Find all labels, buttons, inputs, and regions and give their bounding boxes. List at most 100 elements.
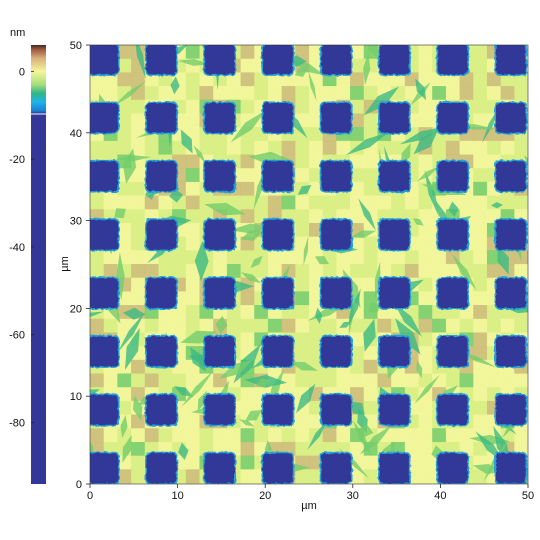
- texture-patch: [185, 86, 200, 101]
- texture-blade: [193, 145, 206, 163]
- texture-patch: [267, 250, 283, 265]
- texture-patch: [486, 72, 502, 87]
- texture-patch: [281, 428, 296, 443]
- texture-patch: [418, 318, 433, 333]
- texture-blade: [308, 71, 317, 102]
- texture-patch: [281, 86, 296, 101]
- texture-patch: [117, 373, 132, 388]
- colorbar-unit-label: nm: [10, 27, 25, 39]
- etched-square: [204, 394, 235, 425]
- texture-patch: [418, 250, 433, 265]
- texture-patch: [185, 414, 200, 429]
- texture-patch: [391, 195, 406, 210]
- texture-patch: [418, 236, 433, 251]
- texture-patch: [350, 58, 365, 73]
- texture-patch: [185, 291, 200, 306]
- texture-patch: [117, 99, 132, 114]
- etched-square: [146, 278, 177, 308]
- texture-patch: [267, 318, 283, 333]
- texture-patch: [514, 140, 528, 155]
- texture-patch: [90, 195, 105, 210]
- texture-patch: [473, 414, 488, 429]
- texture-patch: [131, 291, 146, 306]
- texture-patch: [486, 318, 502, 333]
- texture-patch: [363, 346, 378, 361]
- texture-patch: [363, 113, 378, 128]
- texture-patch: [240, 318, 255, 333]
- etched-square: [496, 161, 526, 192]
- etched-square: [263, 161, 293, 192]
- background-texture: [90, 45, 528, 484]
- y-axis: 0 10 20 30 40 50: [70, 40, 90, 491]
- texture-patch: [391, 72, 406, 87]
- texture-patch: [322, 140, 337, 155]
- texture-patch: [131, 441, 146, 457]
- etched-square: [146, 102, 177, 133]
- texture-patch: [514, 264, 528, 279]
- texture-patch: [131, 127, 146, 142]
- texture-patch: [473, 264, 488, 279]
- texture-patch: [185, 373, 200, 388]
- texture-patch: [514, 318, 528, 333]
- texture-patch: [117, 455, 132, 470]
- etched-square: [263, 453, 293, 484]
- texture-patch: [350, 86, 365, 101]
- etched-square: [146, 336, 177, 367]
- texture-patch: [404, 72, 419, 87]
- texture-patch: [213, 264, 228, 279]
- texture-patch: [103, 264, 118, 279]
- etched-square: [90, 161, 119, 192]
- texture-blade: [170, 76, 180, 95]
- texture-patch: [473, 140, 488, 155]
- x-tick-label: 10: [171, 490, 183, 502]
- texture-blade: [357, 424, 374, 438]
- texture-patch: [240, 72, 255, 87]
- texture-patch: [240, 469, 255, 484]
- texture-patch: [144, 195, 159, 210]
- texture-patch: [185, 113, 200, 128]
- texture-patch: [309, 291, 324, 306]
- texture-patch: [185, 441, 200, 457]
- texture-patch: [295, 414, 310, 429]
- etched-square: [379, 219, 410, 250]
- texture-blade: [363, 86, 400, 116]
- texture-patch: [309, 346, 324, 361]
- texture-patch: [350, 154, 365, 169]
- texture-patch: [432, 373, 447, 388]
- texture-patch: [254, 428, 269, 443]
- texture-patch: [309, 140, 324, 155]
- etched-square: [437, 278, 468, 308]
- y-tick-label: 50: [70, 40, 82, 52]
- texture-patch: [240, 441, 255, 457]
- texture-blade: [120, 414, 128, 439]
- image-frame: [89, 44, 529, 485]
- texture-patch: [117, 195, 132, 210]
- texture-blade: [368, 45, 379, 59]
- texture-blade: [288, 361, 319, 371]
- texture-patch: [295, 291, 310, 306]
- colorbar-tick-label: 0: [19, 66, 25, 78]
- texture-patch: [267, 195, 283, 210]
- texture-patch: [309, 195, 324, 210]
- texture-patch: [445, 140, 461, 155]
- texture-patch: [117, 181, 132, 197]
- texture-patch: [117, 45, 132, 60]
- texture-patch: [172, 373, 187, 388]
- texture-patch: [322, 264, 337, 279]
- etched-square: [379, 45, 410, 75]
- texture-patch: [199, 72, 214, 87]
- texture-patch: [432, 86, 447, 101]
- texture-patch: [404, 428, 419, 443]
- texture-patch: [363, 455, 378, 470]
- texture-blade: [399, 126, 446, 145]
- texture-patch: [418, 469, 433, 484]
- texture-patch: [144, 72, 159, 87]
- etched-square: [496, 394, 526, 425]
- texture-patch: [391, 373, 406, 388]
- texture-patch: [131, 168, 146, 183]
- texture-patch: [295, 318, 310, 333]
- texture-patch: [363, 195, 378, 210]
- x-axis: 0 10 20 30 40 50: [87, 484, 534, 502]
- texture-patch: [363, 469, 378, 484]
- texture-patch: [432, 264, 447, 279]
